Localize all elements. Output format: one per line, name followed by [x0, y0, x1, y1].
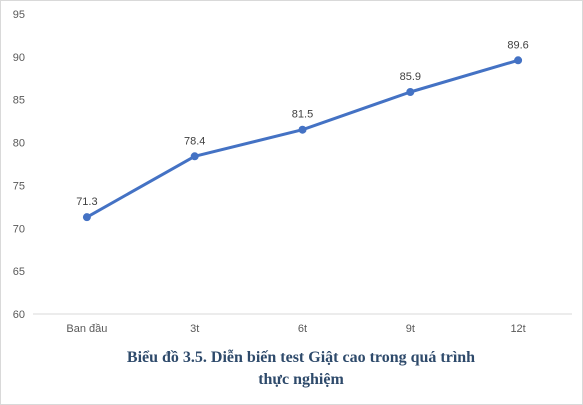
data-labels: 71.3 78.4 81.5 85.9 89.6: [76, 39, 529, 208]
data-label: 78.4: [184, 135, 205, 147]
x-tick-label: 6t: [298, 323, 307, 335]
y-tick-label: 85: [13, 95, 25, 107]
x-tick-label: Ban đầu: [66, 323, 107, 335]
x-tick-label: 3t: [190, 323, 199, 335]
y-axis-ticks: 60 65 70 75 80 85 90 95: [13, 9, 25, 321]
y-tick-label: 60: [13, 309, 25, 321]
data-point: [514, 56, 523, 65]
y-tick-label: 65: [13, 266, 25, 278]
x-tick-label: 9t: [406, 323, 415, 335]
data-label: 71.3: [76, 196, 97, 208]
data-point: [298, 125, 307, 134]
data-point: [82, 213, 91, 222]
data-point: [190, 152, 199, 161]
chart-caption: Biểu đồ 3.5. Diễn biến test Giật cao tro…: [61, 347, 541, 391]
x-axis-ticks: Ban đầu 3t 6t 9t 12t: [66, 323, 525, 335]
y-tick-label: 80: [13, 138, 25, 150]
chart-caption-line-1: Biểu đồ 3.5. Diễn biến test Giật cao tro…: [126, 349, 476, 366]
data-point: [406, 88, 415, 96]
series-line: [85, 58, 520, 219]
x-tick-label: 12t: [510, 323, 525, 335]
y-tick-label: 70: [13, 223, 25, 235]
y-tick-label: 95: [13, 9, 25, 21]
data-label: 81.5: [292, 109, 313, 121]
data-label: 89.6: [507, 39, 528, 51]
data-label: 85.9: [400, 71, 421, 83]
data-points: [82, 56, 523, 222]
y-tick-label: 75: [13, 180, 25, 192]
chart-caption-line-2: thực nghiệm: [258, 371, 344, 388]
y-tick-label: 90: [13, 52, 25, 64]
